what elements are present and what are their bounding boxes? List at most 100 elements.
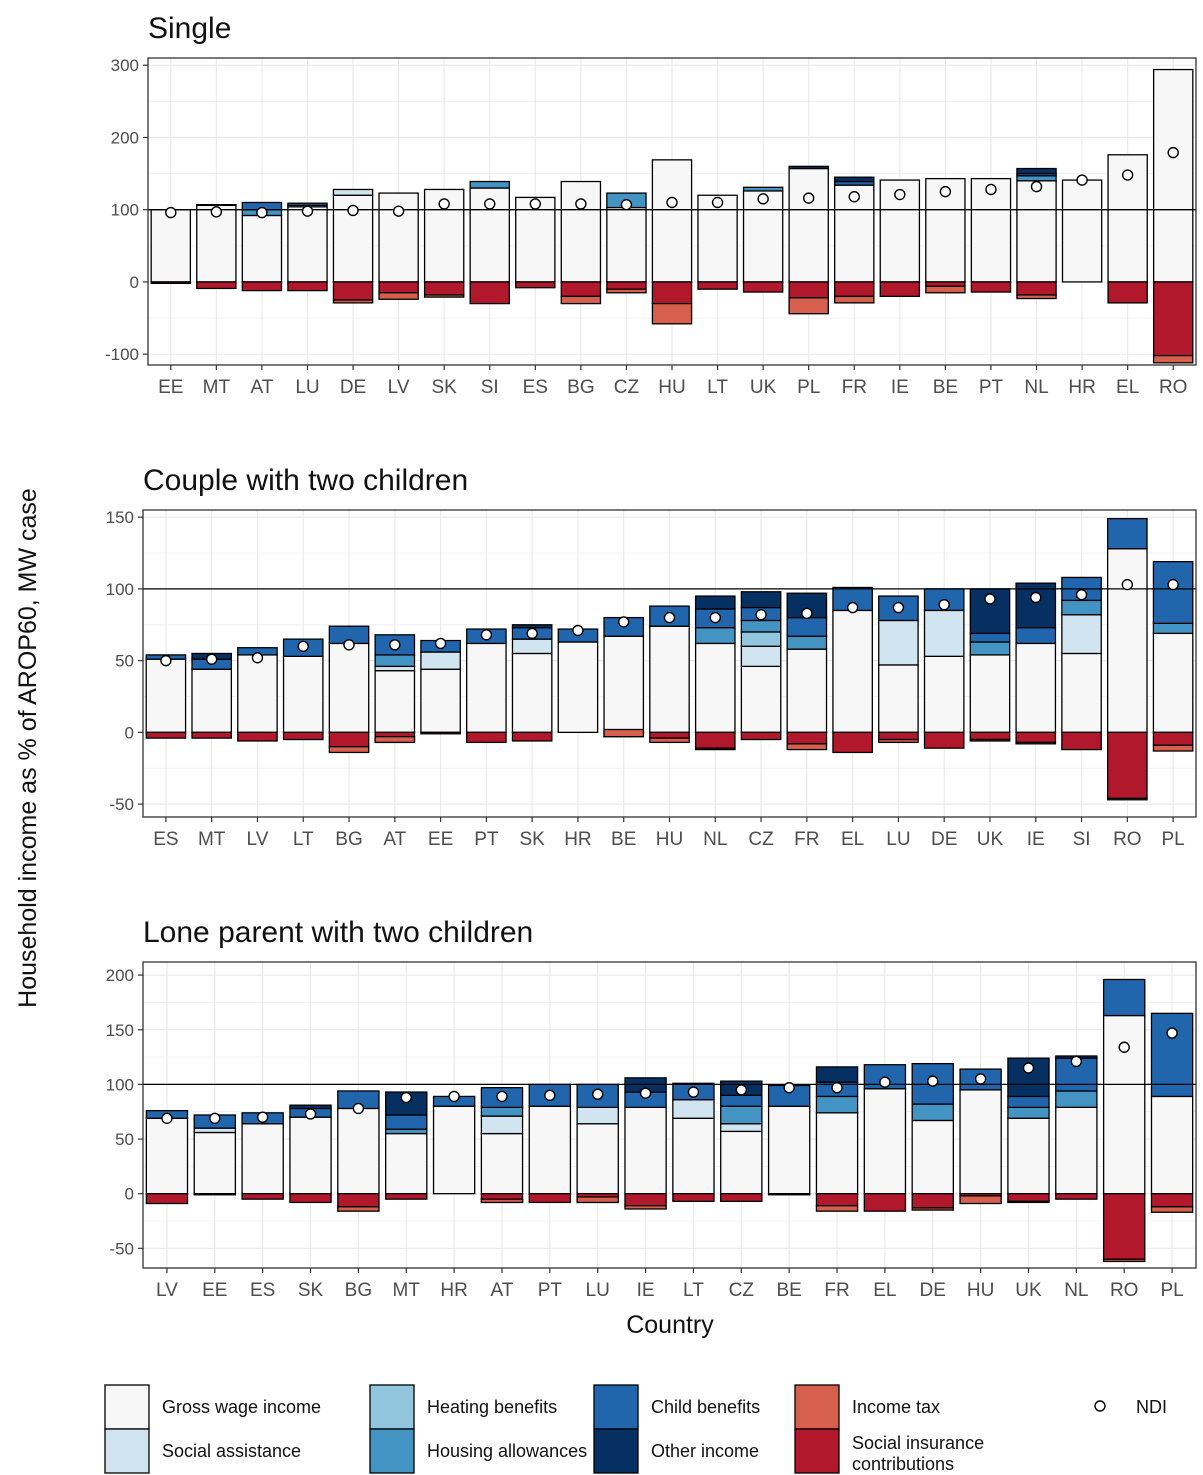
bar-segment-gross_wage: [328, 642, 370, 734]
legend-label: NDI: [1136, 1397, 1167, 1417]
bar-segment-housing_allowances: [911, 1103, 954, 1122]
y-tick-label: 100: [111, 201, 139, 220]
x-tick-label: BE: [611, 829, 636, 850]
x-tick-label: HU: [658, 377, 685, 398]
ndi-point: [297, 640, 309, 652]
bar-segment-gross_wage: [832, 609, 873, 734]
bar-segment-gross_wage: [1150, 1095, 1194, 1195]
bar-segment-housing_allowances: [1055, 1090, 1098, 1109]
bar-segment-gross_wage: [374, 670, 416, 734]
bar-segment-social_insurance: [145, 1193, 189, 1205]
x-tick-label: EE: [158, 377, 183, 398]
ndi-point: [894, 188, 906, 201]
bar-segment-social_assistance: [740, 645, 782, 668]
bar-segment-income_tax: [576, 1196, 619, 1204]
legend-label: Social insurance contributions: [852, 1433, 984, 1474]
bar-segment-income_tax: [815, 1205, 859, 1212]
bar-segment-social_insurance: [878, 731, 919, 741]
bar-segment-child_benefits: [196, 203, 237, 207]
x-tick-label: IE: [1027, 829, 1045, 850]
x-tick-label: BE: [776, 1280, 801, 1301]
bar-segment-gross_wage: [576, 1123, 619, 1195]
bar-segment-child_benefits: [385, 1114, 428, 1130]
ndi-point: [846, 601, 859, 614]
x-tick-label: EL: [841, 829, 864, 850]
bar-segment-gross_wage: [237, 654, 278, 734]
bar-segment-gross_wage: [528, 1105, 572, 1195]
bar-segment-social_insurance: [606, 281, 647, 290]
x-tick-label: MT: [203, 377, 231, 398]
y-tick-label: 150: [106, 508, 134, 527]
bar-segment-social_insurance: [970, 281, 1012, 293]
ndi-point: [301, 205, 314, 217]
x-tick-label: LT: [707, 377, 728, 398]
bar-segment-gross_wage: [515, 196, 556, 283]
x-tick-label: PL: [1161, 829, 1184, 850]
legend-key-social_insurance: [794, 1428, 840, 1474]
bar-segment-gross_wage: [150, 209, 192, 283]
bar-segment-social_insurance: [720, 1193, 763, 1202]
bar-segment-social_insurance: [337, 1193, 380, 1208]
x-tick-label: SK: [298, 1280, 324, 1301]
x-tick-label: BE: [933, 377, 958, 398]
bar-segment-housing_allowances: [740, 619, 782, 633]
x-tick-label: PL: [1160, 1280, 1183, 1301]
ndi-point: [544, 1089, 556, 1102]
bar-segment-social_insurance: [788, 281, 829, 299]
ndi-point: [343, 639, 355, 651]
x-tick-label: EE: [202, 1280, 227, 1301]
bar-segment-social_insurance: [1015, 731, 1057, 744]
ndi-point: [755, 609, 767, 621]
bar-segment-gross_wage: [287, 206, 328, 283]
bar-segment-gross_wage: [432, 1105, 476, 1195]
bar-segment-social_insurance: [767, 1193, 811, 1196]
bar-segment-social_insurance: [237, 731, 278, 742]
panel-border: [142, 961, 1197, 1269]
bar-segment-income_tax: [624, 1205, 667, 1210]
bar-segment-income_tax: [788, 297, 829, 315]
bar-segment-social_insurance: [834, 281, 875, 298]
x-tick-label: NL: [1024, 377, 1048, 398]
ndi-point: [529, 198, 542, 210]
bar-segment-social_insurance: [511, 731, 553, 742]
ndi-point: [347, 204, 359, 217]
ndi-point: [400, 1091, 412, 1104]
bar-segment-social_insurance: [145, 731, 187, 739]
x-tick-label: LV: [388, 377, 410, 398]
legend-item-other_income: Other income: [593, 1428, 759, 1474]
chart-legend: Gross wage income Social assistance Heatin…: [104, 1384, 1167, 1474]
y-tick-label: 100: [106, 1075, 134, 1094]
x-tick-label: DE: [931, 829, 957, 850]
bar-segment-gross_wage: [697, 194, 738, 283]
bar-segment-income_tax: [925, 285, 966, 294]
x-tick-label: AT: [250, 377, 273, 398]
bar-segment-social_insurance: [328, 731, 370, 748]
legend-item-ndi: NDI: [1094, 1397, 1167, 1417]
bar-segment-social_insurance: [879, 281, 921, 298]
ndi-point: [1030, 591, 1042, 604]
x-tick-label: DE: [920, 1280, 946, 1301]
ndi-point: [251, 652, 264, 664]
bar-segment-social_insurance: [925, 281, 966, 287]
bar-segment-housing_allowances: [480, 1106, 524, 1117]
bar-segment-social_insurance: [923, 731, 965, 749]
bar-segment-social_assistance: [420, 651, 461, 670]
bar-segment-other_income: [815, 1066, 859, 1083]
bar-segment-housing_allowances: [1152, 622, 1194, 635]
x-tick-label: RO: [1113, 829, 1142, 850]
legend-label: Housing allowances: [427, 1441, 587, 1461]
bar-segment-income_tax: [328, 746, 370, 754]
bar-segment-social_insurance: [832, 731, 873, 754]
ndi-point: [205, 653, 218, 665]
y-tick-label: -50: [109, 795, 134, 814]
ndi-point: [663, 611, 676, 624]
bar-segment-gross_wage: [788, 167, 829, 283]
ndi-point: [1030, 180, 1043, 193]
bar-segment-social_insurance: [624, 1193, 667, 1207]
chart-panels: Single -100 0 100 200 300 EE MT AT LU DE LV SK SI ES BG…: [105, 12, 1197, 1301]
bar-segment-income_tax: [337, 1206, 380, 1212]
legend-key-heating_benefits: [369, 1384, 415, 1430]
ndi-point: [160, 654, 172, 667]
y-axis-title: Household income as % of AROP60, MW case: [14, 488, 42, 1008]
bar-segment-income_tax: [649, 737, 690, 744]
